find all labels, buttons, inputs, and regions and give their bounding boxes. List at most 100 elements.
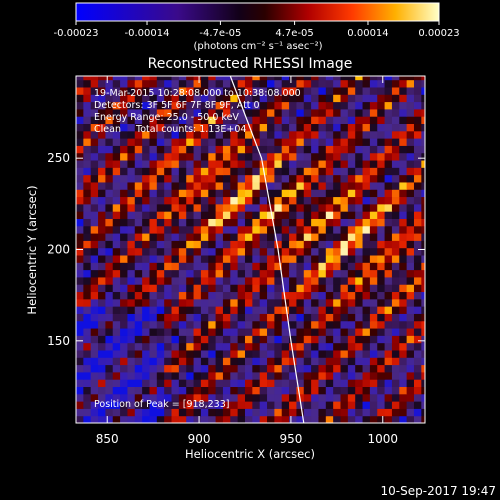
heatmap-cell [318, 152, 327, 161]
heatmap-cell [377, 138, 386, 146]
heatmap-cell [149, 167, 158, 176]
heatmap-cell [98, 349, 106, 358]
heatmap-cell [303, 123, 312, 132]
heatmap-cell [120, 328, 128, 336]
heatmap-cell [120, 393, 128, 402]
heatmap-cell [311, 108, 319, 117]
heatmap-cell [289, 130, 297, 139]
heatmap-cell [289, 401, 297, 409]
heatmap-cell [156, 86, 165, 95]
heatmap-cell [267, 415, 275, 423]
heatmap-cell [90, 240, 99, 249]
heatmap-cell [171, 320, 180, 329]
heatmap-cell [127, 225, 136, 234]
heatmap-cell [164, 269, 173, 278]
heatmap-cell [193, 138, 202, 146]
heatmap-cell [413, 167, 422, 176]
heatmap-cell [252, 349, 261, 358]
heatmap-cell [369, 269, 378, 278]
heatmap-cell [134, 203, 143, 212]
heatmap-cell [186, 108, 195, 117]
heatmap-cell [164, 386, 173, 395]
colorbar-tick-label: -0.00014 [125, 28, 170, 39]
heatmap-cell [318, 328, 327, 336]
heatmap-cell [200, 357, 209, 366]
heatmap-cell [369, 211, 378, 219]
heatmap-cell [355, 306, 364, 314]
heatmap-cell [127, 116, 136, 125]
heatmap-cell [127, 138, 136, 146]
heatmap-cell [127, 349, 136, 358]
heatmap-cell [296, 152, 305, 161]
heatmap-cell [127, 145, 136, 154]
heatmap-cell [421, 254, 425, 263]
heatmap-cell [230, 152, 239, 161]
heatmap-cell [230, 101, 239, 110]
heatmap-cell [318, 415, 327, 423]
heatmap-cell [98, 181, 106, 190]
heatmap-cell [98, 313, 106, 322]
heatmap-cell [230, 313, 239, 322]
heatmap-cell [83, 401, 92, 409]
heatmap-cell [303, 247, 312, 256]
heatmap-cell [76, 167, 84, 176]
heatmap-cell [244, 269, 253, 278]
heatmap-cell [120, 247, 128, 256]
heatmap-cell [193, 401, 202, 409]
heatmap-cell [421, 108, 425, 117]
heatmap-cell [406, 408, 415, 417]
heatmap-cell [369, 254, 378, 263]
heatmap-cell [318, 189, 327, 198]
heatmap-cell [208, 379, 217, 387]
heatmap-cell [237, 298, 246, 307]
heatmap-cell [230, 254, 239, 263]
heatmap-cell [281, 116, 290, 125]
heatmap-cell [340, 130, 349, 139]
heatmap-cell [267, 116, 275, 125]
heatmap-cell [303, 211, 312, 219]
heatmap-cell [325, 269, 334, 278]
heatmap-cell [252, 145, 261, 154]
heatmap-cell [171, 174, 180, 183]
heatmap-cell [421, 225, 425, 234]
heatmap-cell [369, 138, 378, 146]
heatmap-cell [149, 116, 158, 125]
heatmap-cell [340, 349, 349, 358]
heatmap-cell [171, 401, 180, 409]
heatmap-cell [98, 393, 106, 402]
heatmap-cell [83, 393, 92, 402]
heatmap-cell [421, 233, 425, 241]
heatmap-cell [98, 357, 106, 366]
heatmap-cell [98, 276, 106, 285]
heatmap-cell [186, 320, 195, 329]
heatmap-cell [230, 225, 239, 234]
heatmap-cell [421, 269, 425, 278]
heatmap-cell [362, 342, 371, 351]
heatmap-cell [222, 335, 231, 344]
heatmap-cell [76, 160, 84, 168]
heatmap-cell [413, 233, 422, 241]
heatmap-cell [252, 86, 261, 95]
heatmap-cell [406, 306, 415, 314]
heatmap-cell [134, 364, 143, 373]
heatmap-cell [171, 247, 180, 256]
heatmap-cell [120, 152, 128, 161]
heatmap-cell [171, 116, 180, 125]
heatmap-cell [252, 233, 261, 241]
heatmap-cell [355, 225, 364, 234]
heatmap-cell [421, 306, 425, 314]
heatmap-cell [377, 86, 386, 95]
heatmap-cell [303, 225, 312, 234]
heatmap-cell [413, 349, 422, 358]
heatmap-cell [355, 254, 364, 263]
heatmap-cell [289, 116, 297, 125]
heatmap-cell [156, 181, 165, 190]
heatmap-cell [83, 357, 92, 366]
heatmap-cell [318, 181, 327, 190]
heatmap-cell [193, 76, 202, 81]
heatmap-cell [259, 123, 268, 132]
heatmap-cell [289, 276, 297, 285]
heatmap-cell [355, 86, 364, 95]
heatmap-cell [296, 379, 305, 387]
heatmap-cell [90, 298, 99, 307]
